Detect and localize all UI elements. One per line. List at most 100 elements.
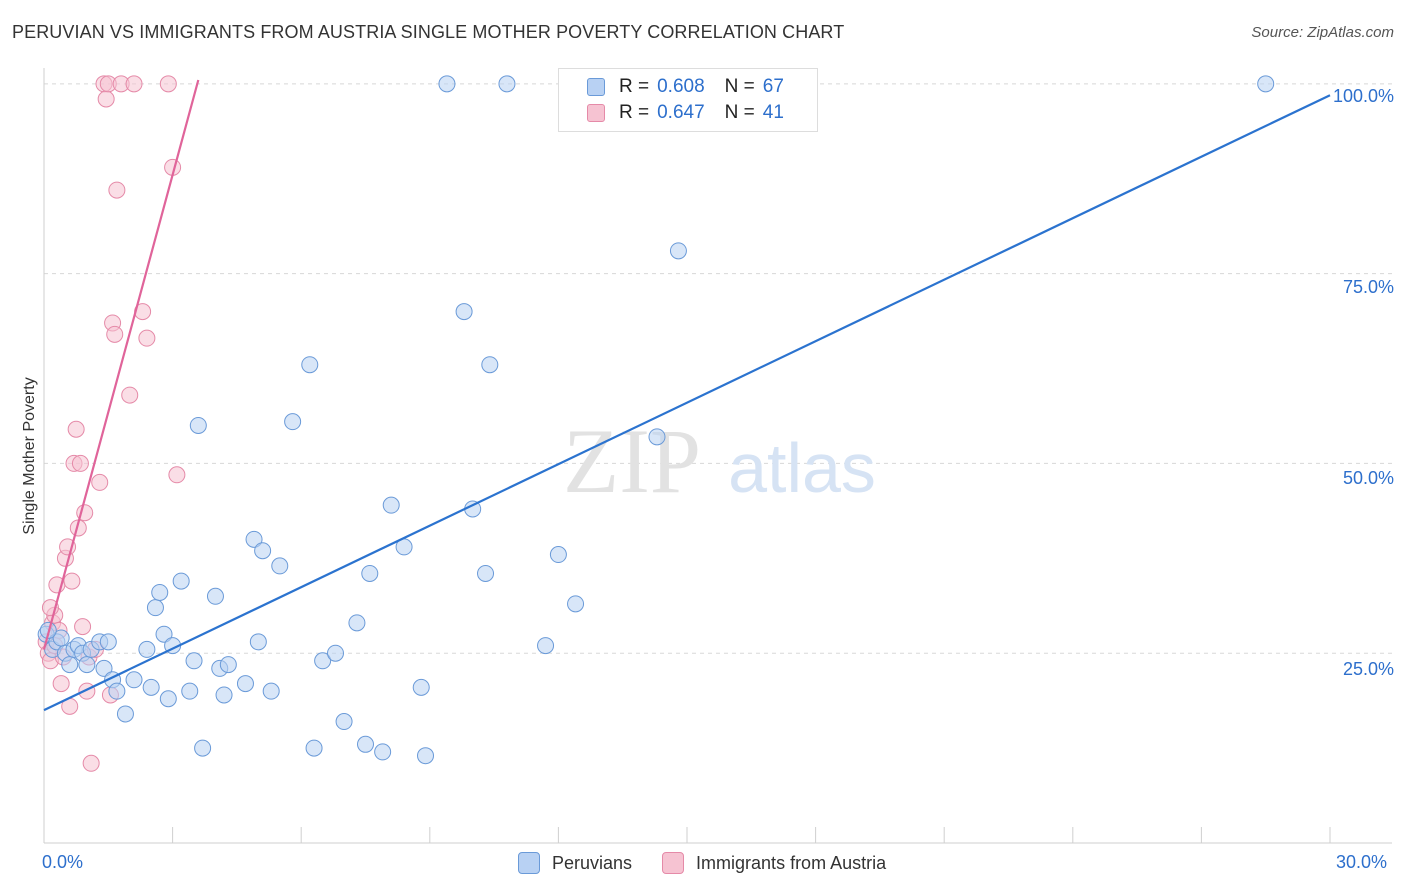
peruvian-point [326,644,344,662]
austria-point [106,325,124,343]
legend-swatch-austria [587,104,605,122]
austria-point [71,454,89,472]
peruvian-point [481,356,499,374]
y-tick-label-25: 25.0% [1342,659,1394,679]
y-axis-label: Single Mother Poverty [21,377,38,535]
peruvian-point [108,682,126,700]
y-tick-label-50: 50.0% [1342,468,1394,488]
legend-row-peruvians: R = 0.608 N = 67 [587,75,784,99]
series-legend: Peruvians Immigrants from Austria [518,852,916,874]
peruvian-point [61,656,79,674]
peruvian-point [567,595,585,613]
peruvian-point [412,678,430,696]
peruvian-point [1257,75,1275,93]
peruvian-point [142,678,160,696]
peruvian-point [189,416,207,434]
peruvian-point [219,656,237,674]
peruvian-point [262,682,280,700]
watermark: ZIP atlas [563,410,876,512]
austria-point [91,473,109,491]
legend-r-value: 0.647 [657,102,705,123]
legend-swatch-austria [662,852,685,874]
peruvian-point [417,747,435,765]
peruvian-point [206,587,224,605]
peruvian-point [348,614,366,632]
austria-point [74,618,92,636]
peruvian-point [249,633,267,651]
peruvian-point [455,303,473,321]
peruvian-point [361,564,379,582]
legend-item-austria[interactable]: Immigrants from Austria [662,852,886,874]
trend-lines [42,79,1331,712]
peruvian-point [99,633,117,651]
x-tick-label-max: 30.0% [1336,852,1388,872]
axes [43,68,1392,844]
austria-point [168,466,186,484]
chart-title: PERUVIAN VS IMMIGRANTS FROM AUSTRIA SING… [12,22,845,42]
legend-r-value: 0.608 [657,76,705,97]
peruvian-point [374,743,392,761]
peruvian-point [78,656,96,674]
austria-point [108,181,126,199]
watermark-zip: ZIP [563,410,701,512]
legend-row-austria: R = 0.647 N = 41 [587,101,784,125]
peruvian-point [669,242,687,260]
austria-point [97,90,115,108]
peruvian-point [335,713,353,731]
peruvian-point [648,428,666,446]
austria-point [138,329,156,347]
correlation-legend: R = 0.608 N = 67 R = 0.647 N = 41 [558,68,818,132]
legend-n-value: 67 [762,76,784,97]
y-tick-label-100: 100.0% [1332,86,1394,106]
peruvian-point [305,739,323,757]
peruvian-point [181,682,199,700]
peruvian-point [185,652,203,670]
legend-r-label: R = [619,102,650,123]
peruvian-point [155,625,173,643]
peruvian-point [138,640,156,658]
peruvian-point [382,496,400,514]
austria-point [67,420,85,438]
peruvian-point [172,572,190,590]
legend-r-label: R = [619,76,650,97]
x-tick-label-min: 0.0% [42,852,84,872]
peruvian-point [271,557,289,575]
peruvian-point [301,356,319,374]
source-name: ZipAtlas.com [1307,24,1394,41]
legend-swatch-peruvians [518,852,540,874]
peruvian-point [125,671,143,689]
peruvian-point [314,652,332,670]
source-label: Source: [1251,24,1304,41]
peruvian-point [357,735,374,753]
y-tick-label-75: 75.0% [1342,277,1394,297]
austria-point [121,386,139,404]
legend-item-peruvians[interactable]: Peruvians [518,852,632,874]
peruvian-point [151,583,169,601]
peruvian-point [116,705,134,723]
watermark-atlas: atlas [728,429,876,507]
legend-n-value: 41 [762,102,784,123]
austria-point [63,572,81,590]
trend-line-peruvians [43,94,1331,712]
peruvian-point [236,675,254,693]
legend-n-label: N = [724,76,755,97]
peruvian-point [537,637,555,655]
peruvian-point [194,739,212,757]
peruvian-point [95,659,113,677]
trend-line-austria [42,79,200,650]
peruvian-point [549,546,567,564]
source-credit: Source: ZipAtlas.com [1251,24,1394,41]
legend-n-label: N = [724,102,755,123]
grid-lines [44,83,1392,654]
peruvian-point [245,530,263,548]
peruvian-point [438,75,456,93]
peruvian-point [254,542,272,560]
peruvian-points [37,75,1275,765]
peruvian-point [498,75,516,93]
peruvian-point [146,599,164,617]
peruvian-point [159,690,177,708]
austria-point [52,675,70,693]
peruvian-point [284,413,302,431]
legend-label-austria: Immigrants from Austria [696,852,887,873]
